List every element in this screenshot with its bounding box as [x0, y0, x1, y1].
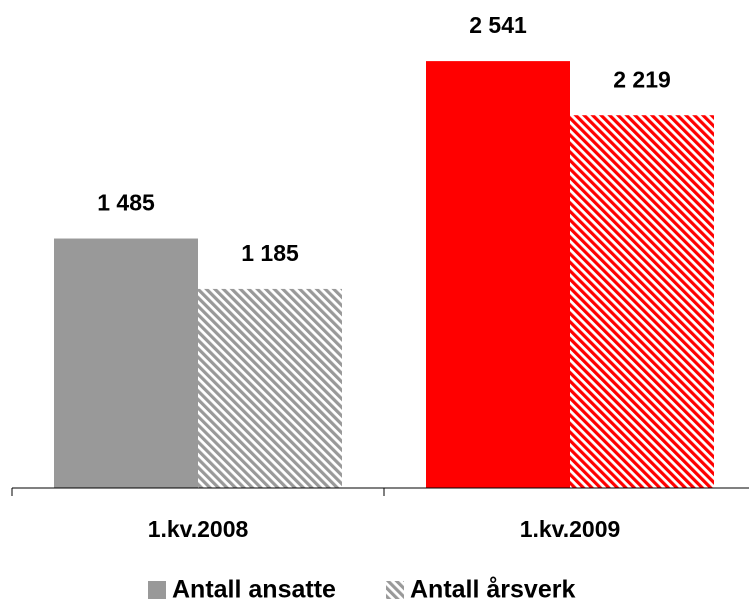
bar [426, 61, 570, 488]
data-label: 1 485 [97, 190, 155, 216]
bar [570, 115, 714, 488]
legend-swatch [386, 581, 404, 599]
data-label: 2 219 [613, 66, 671, 92]
x-tick-label: 1.kv.2009 [520, 516, 621, 542]
x-tick-label: 1.kv.2008 [148, 516, 249, 542]
bar [54, 238, 198, 488]
data-label: 1 185 [241, 240, 299, 266]
legend-label: Antall ansatte [172, 576, 336, 604]
legend-swatch [148, 581, 166, 599]
legend-label: Antall årsverk [410, 576, 575, 604]
data-label: 2 541 [469, 12, 527, 38]
bar [198, 288, 342, 488]
